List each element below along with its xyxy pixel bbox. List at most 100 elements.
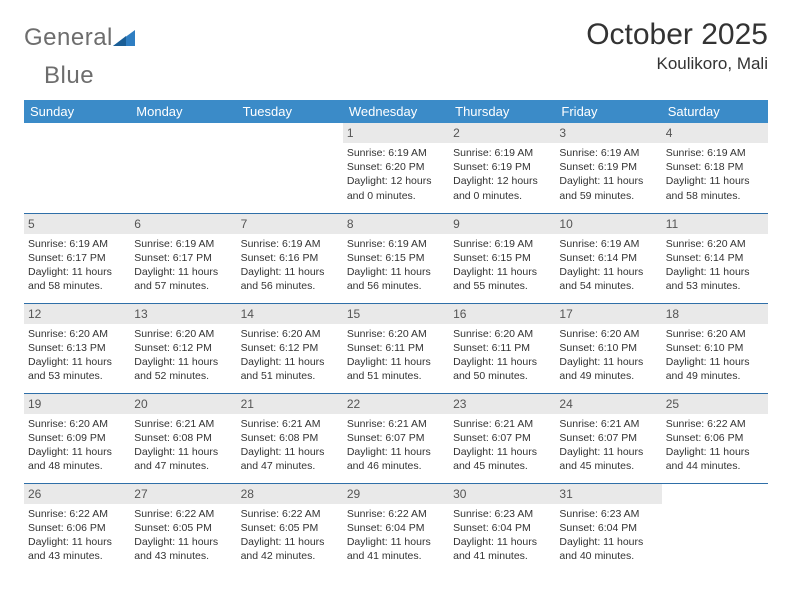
sunset-text: Sunset: 6:12 PM — [241, 341, 339, 355]
sunset-text: Sunset: 6:07 PM — [453, 431, 551, 445]
sunrise-text: Sunrise: 6:20 AM — [453, 327, 551, 341]
sunset-text: Sunset: 6:10 PM — [559, 341, 657, 355]
calendar-cell: 13Sunrise: 6:20 AMSunset: 6:12 PMDayligh… — [130, 303, 236, 393]
daylight-text: Daylight: 11 hours and 59 minutes. — [559, 174, 657, 202]
daylight-text: Daylight: 11 hours and 49 minutes. — [559, 355, 657, 383]
sunrise-text: Sunrise: 6:20 AM — [241, 327, 339, 341]
daylight-text: Daylight: 11 hours and 51 minutes. — [347, 355, 445, 383]
daylight-text: Daylight: 11 hours and 45 minutes. — [559, 445, 657, 473]
daylight-text: Daylight: 11 hours and 49 minutes. — [666, 355, 764, 383]
day-number: 5 — [24, 214, 130, 234]
calendar-cell: 26Sunrise: 6:22 AMSunset: 6:06 PMDayligh… — [24, 483, 130, 573]
calendar-header-row: SundayMondayTuesdayWednesdayThursdayFrid… — [24, 100, 768, 123]
day-details: Sunrise: 6:22 AMSunset: 6:05 PMDaylight:… — [241, 507, 339, 564]
day-number: 3 — [555, 123, 661, 143]
title-block: October 2025 Koulikoro, Mali — [586, 18, 768, 74]
sunrise-text: Sunrise: 6:19 AM — [666, 146, 764, 160]
calendar-cell: 24Sunrise: 6:21 AMSunset: 6:07 PMDayligh… — [555, 393, 661, 483]
calendar-page: General October 2025 Koulikoro, Mali Blu… — [0, 0, 792, 583]
calendar-week: 26Sunrise: 6:22 AMSunset: 6:06 PMDayligh… — [24, 483, 768, 573]
calendar-cell: 10Sunrise: 6:19 AMSunset: 6:14 PMDayligh… — [555, 213, 661, 303]
sunset-text: Sunset: 6:13 PM — [28, 341, 126, 355]
sunrise-text: Sunrise: 6:20 AM — [666, 327, 764, 341]
day-number: 14 — [237, 304, 343, 324]
sunrise-text: Sunrise: 6:22 AM — [666, 417, 764, 431]
day-details: Sunrise: 6:23 AMSunset: 6:04 PMDaylight:… — [559, 507, 657, 564]
sunset-text: Sunset: 6:18 PM — [666, 160, 764, 174]
day-details: Sunrise: 6:19 AMSunset: 6:16 PMDaylight:… — [241, 237, 339, 294]
day-number: 17 — [555, 304, 661, 324]
calendar-cell: 22Sunrise: 6:21 AMSunset: 6:07 PMDayligh… — [343, 393, 449, 483]
calendar-cell: 5 Sunrise: 6:19 AMSunset: 6:17 PMDaylight… — [24, 213, 130, 303]
daylight-text: Daylight: 11 hours and 44 minutes. — [666, 445, 764, 473]
calendar-cell: 14 Sunrise: 6:20 AMSunset: 6:12 PMDayligh… — [237, 303, 343, 393]
day-details: Sunrise: 6:20 AMSunset: 6:11 PMDaylight:… — [347, 327, 445, 384]
sunrise-text: Sunrise: 6:21 AM — [347, 417, 445, 431]
sunset-text: Sunset: 6:17 PM — [28, 251, 126, 265]
sunrise-text: Sunrise: 6:22 AM — [241, 507, 339, 521]
sunrise-text: Sunrise: 6:19 AM — [453, 146, 551, 160]
day-number: 8 — [343, 214, 449, 234]
day-number: 27 — [130, 484, 236, 504]
calendar-cell: 30Sunrise: 6:23 AMSunset: 6:04 PMDayligh… — [449, 483, 555, 573]
day-details: Sunrise: 6:20 AMSunset: 6:12 PMDaylight:… — [241, 327, 339, 384]
daylight-text: Daylight: 11 hours and 52 minutes. — [134, 355, 232, 383]
day-details: Sunrise: 6:20 AMSunset: 6:10 PMDaylight:… — [559, 327, 657, 384]
sunset-text: Sunset: 6:15 PM — [347, 251, 445, 265]
calendar-week: 19Sunrise: 6:20 AMSunset: 6:09 PMDayligh… — [24, 393, 768, 483]
sunrise-text: Sunrise: 6:19 AM — [559, 146, 657, 160]
calendar-cell: 17 Sunrise: 6:20 AMSunset: 6:10 PMDayligh… — [555, 303, 661, 393]
sunset-text: Sunset: 6:09 PM — [28, 431, 126, 445]
daylight-text: Daylight: 11 hours and 46 minutes. — [347, 445, 445, 473]
sunset-text: Sunset: 6:06 PM — [666, 431, 764, 445]
sunset-text: Sunset: 6:11 PM — [453, 341, 551, 355]
day-details: Sunrise: 6:19 AMSunset: 6:15 PMDaylight:… — [347, 237, 445, 294]
day-number: 15 — [343, 304, 449, 324]
sunset-text: Sunset: 6:14 PM — [666, 251, 764, 265]
sunset-text: Sunset: 6:04 PM — [559, 521, 657, 535]
day-details: Sunrise: 6:20 AMSunset: 6:11 PMDaylight:… — [453, 327, 551, 384]
calendar-cell: 9Sunrise: 6:19 AMSunset: 6:15 PMDaylight… — [449, 213, 555, 303]
calendar-week: 12Sunrise: 6:20 AMSunset: 6:13 PMDayligh… — [24, 303, 768, 393]
daylight-text: Daylight: 11 hours and 53 minutes. — [28, 355, 126, 383]
calendar-week: 5Sunrise: 6:19 AMSunset: 6:17 PMDaylight… — [24, 213, 768, 303]
day-number: 16 — [449, 304, 555, 324]
sunrise-text: Sunrise: 6:21 AM — [241, 417, 339, 431]
calendar-cell: 20Sunrise: 6:21 AMSunset: 6:08 PMDayligh… — [130, 393, 236, 483]
sunset-text: Sunset: 6:10 PM — [666, 341, 764, 355]
day-number: 13 — [130, 304, 236, 324]
calendar-cell: 23Sunrise: 6:21 AMSunset: 6:07 PMDayligh… — [449, 393, 555, 483]
sunrise-text: Sunrise: 6:20 AM — [28, 417, 126, 431]
day-number: 2 — [449, 123, 555, 143]
calendar-cell: 16 Sunrise: 6:20 AMSunset: 6:11 PMDayligh… — [449, 303, 555, 393]
daylight-text: Daylight: 11 hours and 58 minutes. — [666, 174, 764, 202]
day-header: Friday — [555, 100, 661, 123]
calendar-cell: . — [130, 123, 236, 213]
sunrise-text: Sunrise: 6:21 AM — [453, 417, 551, 431]
day-number: 9 — [449, 214, 555, 234]
sunset-text: Sunset: 6:14 PM — [559, 251, 657, 265]
sunset-text: Sunset: 6:05 PM — [241, 521, 339, 535]
daylight-text: Daylight: 11 hours and 53 minutes. — [666, 265, 764, 293]
day-details: Sunrise: 6:19 AMSunset: 6:17 PMDaylight:… — [28, 237, 126, 294]
daylight-text: Daylight: 11 hours and 56 minutes. — [241, 265, 339, 293]
calendar-cell: 21Sunrise: 6:21 AMSunset: 6:08 PMDayligh… — [237, 393, 343, 483]
day-number: 28 — [237, 484, 343, 504]
sunset-text: Sunset: 6:19 PM — [453, 160, 551, 174]
day-details: Sunrise: 6:19 AMSunset: 6:14 PMDaylight:… — [559, 237, 657, 294]
sunset-text: Sunset: 6:20 PM — [347, 160, 445, 174]
calendar-cell: 29Sunrise: 6:22 AMSunset: 6:04 PMDayligh… — [343, 483, 449, 573]
daylight-text: Daylight: 11 hours and 47 minutes. — [134, 445, 232, 473]
day-details: Sunrise: 6:22 AMSunset: 6:05 PMDaylight:… — [134, 507, 232, 564]
day-number: 20 — [130, 394, 236, 414]
day-details: Sunrise: 6:19 AMSunset: 6:19 PMDaylight:… — [559, 146, 657, 203]
day-number: 22 — [343, 394, 449, 414]
brand-sail-icon — [113, 28, 139, 48]
day-number: 11 — [662, 214, 768, 234]
sunrise-text: Sunrise: 6:20 AM — [134, 327, 232, 341]
sunset-text: Sunset: 6:08 PM — [134, 431, 232, 445]
sunrise-text: Sunrise: 6:22 AM — [347, 507, 445, 521]
sunset-text: Sunset: 6:04 PM — [453, 521, 551, 535]
brand-logo: General — [24, 18, 139, 52]
sunrise-text: Sunrise: 6:19 AM — [134, 237, 232, 251]
